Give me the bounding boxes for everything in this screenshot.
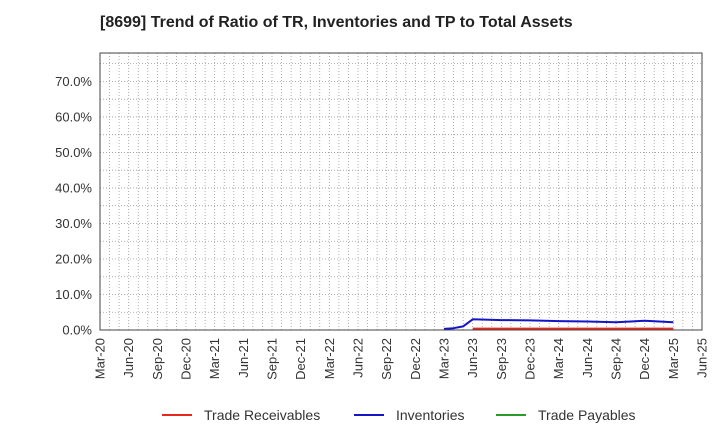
x-axis-ticks: Mar-20 Jun-20 Sep-20 Dec-20 Mar-21 Jun-21 Sep-… [93, 338, 710, 380]
x-tick-label: Mar-22 [322, 338, 337, 379]
x-tick-label: Jun-23 [465, 338, 480, 378]
chart-title: [8699] Trend of Ratio of TR, Inventories… [100, 14, 573, 31]
grid-layer [100, 53, 702, 330]
x-tick-label: Sep-23 [494, 338, 509, 380]
plot-frame [99, 52, 703, 331]
legend-label: Trade Payables [538, 407, 636, 423]
x-tick-label: Sep-21 [265, 338, 280, 380]
x-tick-label: Sep-22 [379, 338, 394, 380]
legend: Trade Receivables Inventories Trade Payabl… [162, 407, 636, 423]
x-tick-label: Jun-20 [121, 338, 136, 378]
y-tick-label: 10.0% [55, 287, 92, 302]
x-tick-label: Mar-25 [666, 338, 681, 379]
legend-label: Inventories [396, 407, 464, 423]
x-tick-label: Sep-24 [609, 338, 624, 380]
y-tick-label: 40.0% [55, 180, 92, 195]
x-tick-label: Dec-21 [293, 338, 308, 380]
x-tick-label: Mar-21 [207, 338, 222, 379]
x-tick-label: Dec-24 [637, 338, 652, 380]
x-tick-label: Jun-24 [580, 338, 595, 378]
x-tick-label: Jun-25 [695, 338, 710, 378]
legend-label: Trade Receivables [204, 407, 320, 423]
y-tick-label: 30.0% [55, 216, 92, 231]
x-tick-label: Mar-23 [437, 338, 452, 379]
series-line [443, 318, 674, 330]
x-tick-label: Dec-22 [408, 338, 423, 380]
y-tick-label: 50.0% [55, 145, 92, 160]
x-tick-label: Sep-20 [150, 338, 165, 380]
x-tick-label: Dec-20 [179, 338, 194, 380]
x-tick-label: Dec-23 [523, 338, 538, 380]
x-tick-label: Mar-20 [93, 338, 108, 379]
y-tick-label: 20.0% [55, 251, 92, 266]
y-tick-label: 70.0% [55, 74, 92, 89]
y-tick-label: 0.0% [62, 323, 92, 338]
x-tick-label: Mar-24 [551, 338, 566, 379]
y-tick-label: 60.0% [55, 109, 92, 124]
y-axis-ticks: 0.0% 10.0% 20.0% 30.0% 40.0% 50.0% 60.0% 70.0% [55, 74, 92, 338]
series-layer [443, 318, 674, 330]
x-tick-label: Jun-22 [351, 338, 366, 378]
x-tick-label: Jun-21 [236, 338, 251, 378]
